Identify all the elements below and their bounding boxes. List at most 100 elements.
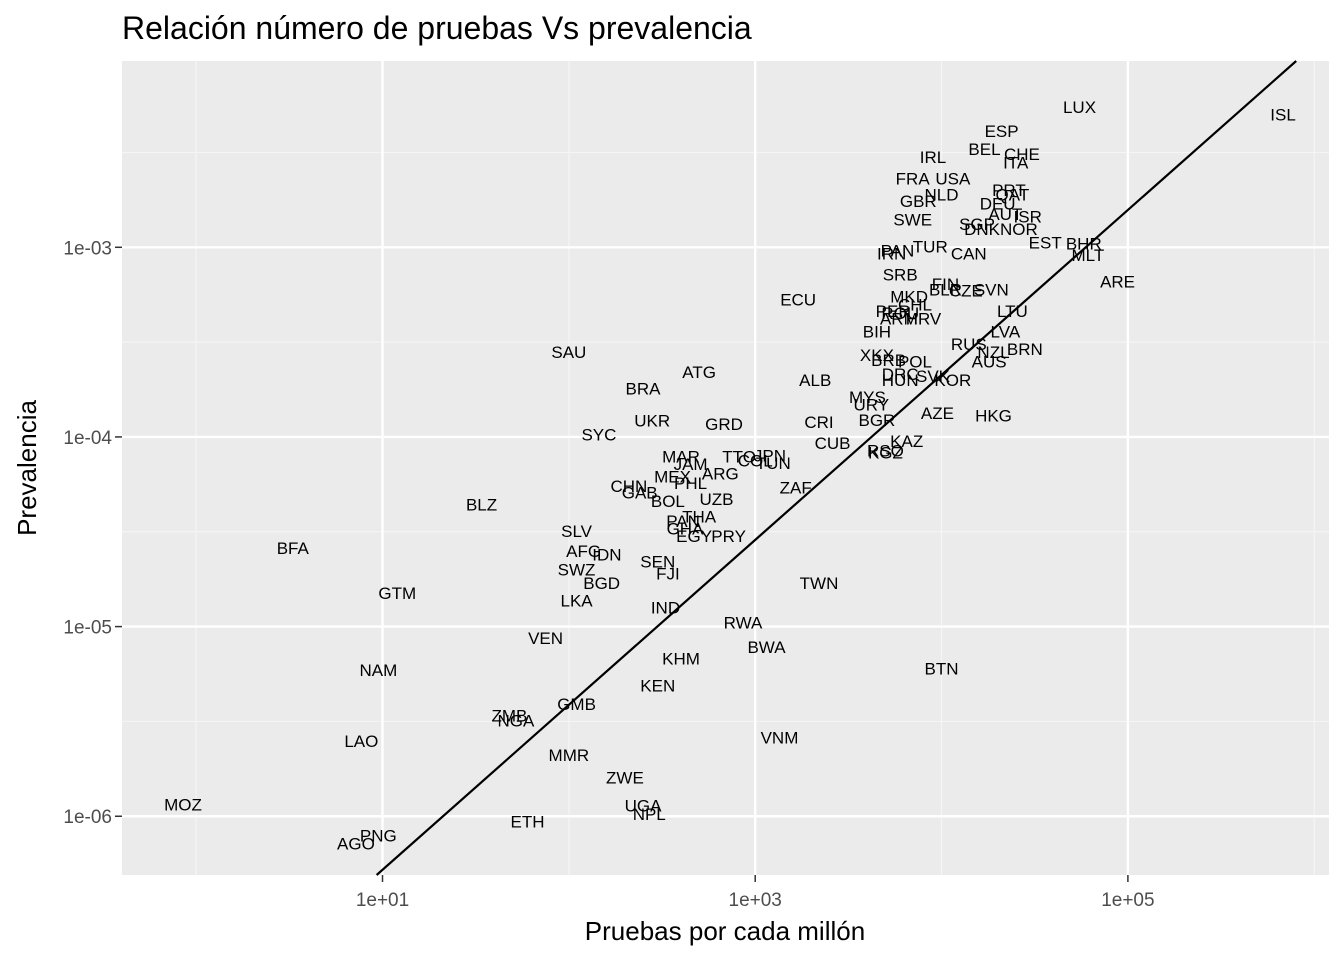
y-tick-label: 1e-03 [63,238,112,259]
point-label-est: EST [1029,233,1062,252]
point-label-ago: AGO [337,834,375,853]
point-label-tha: THA [682,508,717,527]
y-tick-label: 1e-05 [63,618,112,639]
point-label-ury: URY [854,396,890,415]
point-label-grd: GRD [705,415,743,434]
point-label-rus: RUS [951,335,987,354]
point-label-per: PER [876,302,911,321]
point-label-cri: CRI [804,413,833,432]
point-label-alb: ALB [799,371,831,390]
point-label-zmb: ZMB [492,706,528,725]
x-tick-label: 1e+01 [356,890,409,911]
point-label-cze: CZE [949,282,983,301]
point-label-kgz: KGZ [868,443,903,462]
point-label-blr: BLR [929,280,962,299]
point-label-png: PNG [360,827,397,846]
point-label-gab: GAB [622,483,658,502]
point-label-drc: DRC [882,365,919,384]
point-label-ita: ITA [1003,153,1029,172]
point-label-bgd: BGD [583,574,620,593]
point-label-twn: TWN [800,574,839,593]
point-label-slv: SLV [561,522,593,541]
point-label-deu: DEU [980,195,1016,214]
trend-line [375,60,1297,876]
point-label-bra: BRA [626,380,662,399]
point-label-uga: UGA [625,796,663,815]
point-label-tur: TUR [913,237,948,256]
point-label-fra: FRA [896,170,931,189]
point-label-qat: QAT [996,185,1030,204]
point-label-tto: TTO [722,447,756,466]
point-label-zaf: ZAF [780,479,812,498]
point-label-xkx: XKX [860,346,894,365]
point-label-eth: ETH [511,812,545,831]
point-label-atg: ATG [682,363,716,382]
point-label-hkg: HKG [975,406,1012,425]
point-label-bgr: BGR [859,411,896,430]
x-axis-ticks: 1e+01 1e+03 1e+05 [356,875,1155,911]
point-label-irl: IRL [920,148,946,167]
major-gridlines [122,61,1329,875]
point-label-cub: CUB [815,434,851,453]
point-label-ven: VEN [528,629,563,648]
point-label-bol: BOL [651,492,685,511]
point-label-hrv: HRV [906,310,942,329]
point-label-gha: GHA [667,519,705,538]
point-label-egy: EGY [676,527,712,546]
point-label-ecu: ECU [780,291,816,310]
point-label-brn: BRN [1007,340,1043,359]
point-label-sen: SEN [640,553,675,572]
point-label-col: COL [738,452,773,471]
point-label-nga: NGA [498,711,536,730]
point-label-mkd: MKD [890,288,928,307]
point-label-ind: IND [651,599,680,618]
point-label-pan2: PAN [666,512,700,531]
point-label-dnk: DNK [964,220,1001,239]
point-label-idn: IDN [592,545,621,564]
point-label-esp: ESP [985,122,1019,141]
point-label-sgp: SGP [959,215,995,234]
point-label-arm: ARM [880,310,918,329]
point-label-gbr: GBR [900,192,937,211]
y-tick-label: 1e-06 [63,807,112,828]
point-label-nzl: NZL [977,343,1009,362]
point-label-npl: NPL [633,805,666,824]
point-label-lux: LUX [1063,98,1096,117]
y-axis-ticks: 1e-06 1e-05 1e-04 1e-03 [63,238,122,828]
point-label-irn: IRN [877,244,906,263]
point-label-vnm: VNM [761,729,799,748]
point-label-mys: MYS [849,388,886,407]
point-label-tun: TUN [756,454,791,473]
point-label-uzb: UZB [700,490,734,509]
point-label-srb: SRB [883,265,918,284]
point-label-arg: ARG [702,465,739,484]
point-label-nor: NOR [1000,220,1038,239]
point-label-brb: BRB [871,351,906,370]
point-label-ukr: UKR [634,412,670,431]
point-label-mex: MEX [654,467,691,486]
point-label-lka: LKA [560,592,593,611]
point-label-svn: SVN [974,280,1009,299]
point-label-phl: PHL [674,474,707,493]
trend-line-group [375,60,1297,876]
point-label-zwe: ZWE [606,769,644,788]
point-label-isr: ISR [1014,208,1042,227]
point-label-nam: NAM [359,661,397,680]
point-label-bih: BIH [863,322,891,341]
point-label-sau: SAU [551,343,586,362]
point-label-mmr: MMR [549,746,590,765]
point-label-ken: KEN [640,676,675,695]
x-axis-title: Pruebas por cada millón [585,916,865,946]
point-label-afg: AFG [566,542,601,561]
point-label-mlt: MLT [1072,246,1105,265]
point-label-are: ARE [1100,273,1135,292]
point-label-rso: RSO [867,441,904,460]
point-label-isl: ISL [1270,106,1296,125]
point-label-blz: BLZ [466,496,497,515]
point-label-aus: AUS [972,352,1007,371]
point-label-chn: CHN [610,477,647,496]
point-label-ltu: LTU [997,302,1028,321]
y-axis-title: Prevalencia [12,400,42,536]
point-label-lva: LVA [991,322,1021,341]
